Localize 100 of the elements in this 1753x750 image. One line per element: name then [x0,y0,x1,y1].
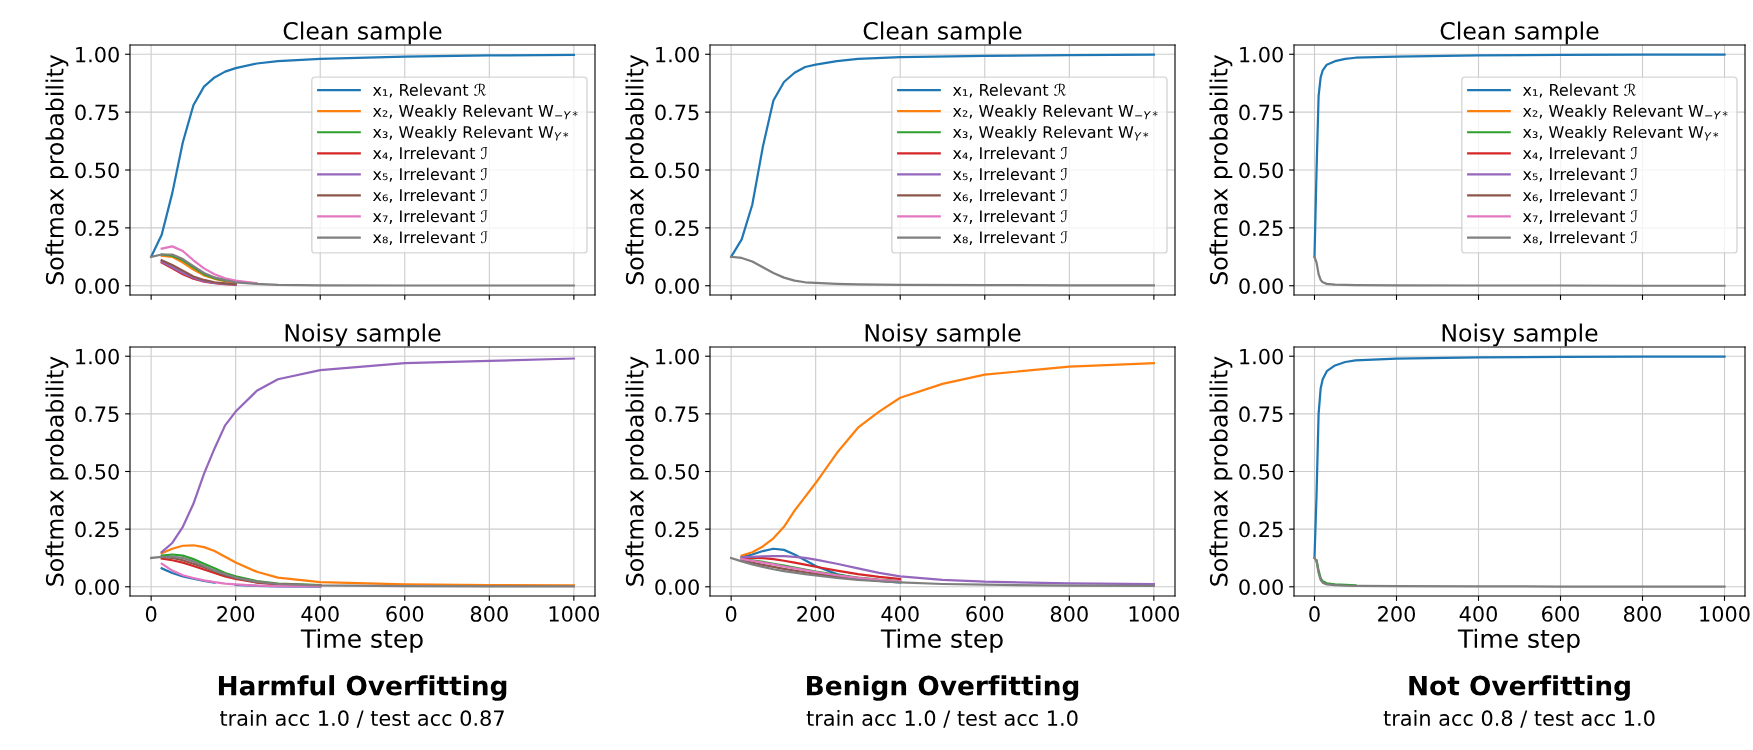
y-tick-label: 0.00 [1239,278,1283,294]
x-tick-label: 400 [301,606,339,622]
legend-label: x₂, Weakly Relevant W$_{−Y*}$ [1522,104,1728,121]
y-tick-label: 1.00 [1240,348,1283,365]
y-tick-label: 0.75 [655,104,699,121]
y-tick-label: 0.25 [75,521,119,538]
line-series [160,245,258,285]
y-tick-label: 1.00 [76,348,119,365]
y-tick-label: 0.25 [1239,220,1283,237]
x-tick-label: 400 [1459,606,1497,622]
legend-label: x₅, Irrelevant ℐ [1522,167,1638,182]
text: train acc 1.0 / test acc 0.87 [220,709,504,728]
y-tick-label: 0.25 [655,521,699,538]
legend-label: x₈, Irrelevant ℐ [372,230,488,245]
y-tick-label: 0.75 [1239,406,1283,423]
legend-label: x₄, Irrelevant ℐ [372,146,488,161]
line-series [1313,53,1726,258]
y-tick-label: 1.00 [656,46,699,63]
y-tick-label: 0.00 [1239,579,1283,595]
chart-title: Noisy sample [865,323,1021,347]
x-tick-label: 0 [725,606,737,622]
y-tick-label: 0.00 [75,579,119,595]
legend-label: x₅, Irrelevant ℐ [372,167,488,182]
y-tick-label: 1.00 [656,348,699,365]
y-tick-label: 0.50 [75,162,119,179]
y-tick-label: 0.50 [655,162,699,179]
legend-label: x₁, Relevant ℛ [372,83,486,98]
x-tick-label: 800 [1050,606,1088,622]
text: Harmful Overfitting [218,675,507,701]
legend-label: x₂, Weakly Relevant W$_{−Y*}$ [372,104,578,121]
line-series [1313,255,1726,287]
y-axis-title: Softmax probability [625,54,649,285]
legend-label: x₆, Irrelevant ℐ [372,188,488,203]
x-tick-label: 800 [470,606,508,622]
x-tick-label: 0 [145,606,157,622]
line-series [1313,355,1726,560]
chart-title: Clean sample [863,21,1022,45]
line-series [1315,559,1357,587]
legend-label: x₁, Relevant ℛ [1522,83,1636,98]
y-tick-label: 1.00 [76,46,119,63]
legend-label: x₇, Irrelevant ℐ [952,209,1068,224]
line-series [150,253,575,287]
y-tick-label: 0.25 [655,220,699,237]
legend-label: x₇, Irrelevant ℐ [372,209,488,224]
text: train acc 1.0 / test acc 1.0 [806,709,1078,728]
legend-label: x₆, Irrelevant ℐ [1522,188,1638,203]
y-axis-title: Softmax probability [45,356,69,586]
y-tick-label: 0.75 [655,406,699,423]
y-tick-label: 1.00 [1240,46,1283,63]
y-tick-label: 0.50 [1239,162,1283,179]
y-tick-label: 0.00 [655,579,699,595]
chart-title: Noisy sample [285,323,441,347]
line-series [160,357,575,554]
y-tick-label: 0.75 [1239,104,1283,121]
x-tick-label: 200 [797,606,835,622]
legend-label: x₂, Weakly Relevant W$_{−Y*}$ [952,104,1158,121]
y-axis-title: Softmax probability [1209,54,1233,285]
x-tick-label: 1000 [1129,606,1179,622]
legend-label: x₄, Irrelevant ℐ [952,146,1068,161]
x-tick-label: 600 [966,606,1004,622]
chart-title: Noisy sample [1442,323,1598,347]
legend-label: x₃, Weakly Relevant W$_{Y*}$ [952,125,1149,142]
legend-label: x₈, Irrelevant ℐ [952,230,1068,245]
x-tick-label: 600 [1542,606,1579,622]
text: train acc 0.8 / test acc 1.0 [1383,709,1655,728]
y-tick-label: 0.50 [1239,463,1283,480]
x-tick-label: 400 [881,606,919,622]
legend-label: x₄, Irrelevant ℐ [1522,146,1638,161]
line-series [740,362,1155,557]
y-axis-title: Softmax probability [625,356,649,586]
line-series [1313,556,1726,588]
x-tick-label: 200 [217,606,255,622]
x-axis-title: Time step [300,628,423,653]
text: Not Overfitting [1409,675,1630,701]
x-tick-label: 1000 [1700,606,1750,622]
x-tick-label: 800 [1624,606,1661,622]
y-tick-label: 0.25 [1239,521,1283,538]
x-tick-label: 1000 [549,606,599,622]
y-tick-label: 0.75 [75,104,119,121]
x-tick-label: 200 [1378,606,1415,622]
y-tick-label: 0.50 [75,463,119,480]
chart-title: Clean sample [283,21,442,45]
legend-label: x₃, Weakly Relevant W$_{Y*}$ [372,125,569,142]
y-tick-label: 0.25 [75,220,119,237]
legend-label: x₈, Irrelevant ℐ [1522,230,1638,245]
line-series [160,544,575,587]
y-tick-label: 0.00 [75,278,119,294]
legend-label: x₃, Weakly Relevant W$_{Y*}$ [1522,125,1719,142]
y-tick-label: 0.00 [655,278,699,294]
y-tick-label: 0.50 [655,463,699,480]
legend-label: x₁, Relevant ℛ [952,83,1066,98]
y-tick-label: 0.75 [75,406,119,423]
x-axis-title: Time step [880,628,1003,653]
legend-label: x₆, Irrelevant ℐ [952,188,1068,203]
legend-label: x₇, Irrelevant ℐ [1522,209,1638,224]
text: Benign Overfitting [807,675,1079,701]
y-axis-title: Softmax probability [1209,356,1233,586]
chart-title: Clean sample [1440,21,1599,45]
x-axis-title: Time step [1457,628,1580,653]
legend-label: x₅, Irrelevant ℐ [952,167,1068,182]
